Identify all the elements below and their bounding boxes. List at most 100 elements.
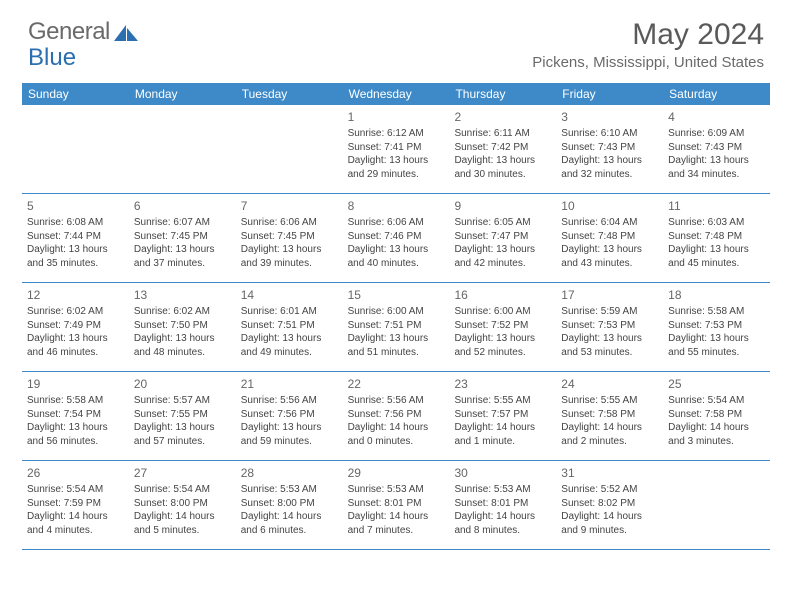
- sunset-line: Sunset: 7:53 PM: [561, 319, 658, 333]
- day-number: 3: [561, 109, 658, 125]
- daylight-line: Daylight: 13 hours and 46 minutes.: [27, 332, 124, 359]
- sunrise-line: Sunrise: 5:57 AM: [134, 394, 231, 408]
- day-number: 20: [134, 376, 231, 392]
- daylight-line: Daylight: 14 hours and 5 minutes.: [134, 510, 231, 537]
- sunset-line: Sunset: 7:43 PM: [668, 141, 765, 155]
- sunset-line: Sunset: 7:44 PM: [27, 230, 124, 244]
- sunset-line: Sunset: 7:46 PM: [348, 230, 445, 244]
- week-row: 12Sunrise: 6:02 AMSunset: 7:49 PMDayligh…: [22, 283, 770, 372]
- day-number: 9: [454, 198, 551, 214]
- sunset-line: Sunset: 7:58 PM: [668, 408, 765, 422]
- sunrise-line: Sunrise: 6:08 AM: [27, 216, 124, 230]
- header: General May 2024 Pickens, Mississippi, U…: [0, 0, 792, 75]
- daylight-line: Daylight: 14 hours and 2 minutes.: [561, 421, 658, 448]
- week-row: 26Sunrise: 5:54 AMSunset: 7:59 PMDayligh…: [22, 461, 770, 550]
- dow-header: Saturday: [663, 83, 770, 105]
- day-number: 18: [668, 287, 765, 303]
- day-cell: 31Sunrise: 5:52 AMSunset: 8:02 PMDayligh…: [556, 461, 663, 549]
- day-cell: 1Sunrise: 6:12 AMSunset: 7:41 PMDaylight…: [343, 105, 450, 193]
- day-number: 10: [561, 198, 658, 214]
- sunset-line: Sunset: 8:00 PM: [241, 497, 338, 511]
- sunset-line: Sunset: 7:50 PM: [134, 319, 231, 333]
- daylight-line: Daylight: 13 hours and 34 minutes.: [668, 154, 765, 181]
- day-number: 23: [454, 376, 551, 392]
- day-cell: 28Sunrise: 5:53 AMSunset: 8:00 PMDayligh…: [236, 461, 343, 549]
- logo: General: [28, 18, 140, 46]
- sunrise-line: Sunrise: 6:03 AM: [668, 216, 765, 230]
- daylight-line: Daylight: 13 hours and 32 minutes.: [561, 154, 658, 181]
- daylight-line: Daylight: 13 hours and 49 minutes.: [241, 332, 338, 359]
- sunrise-line: Sunrise: 6:09 AM: [668, 127, 765, 141]
- day-cell: 19Sunrise: 5:58 AMSunset: 7:54 PMDayligh…: [22, 372, 129, 460]
- sunrise-line: Sunrise: 5:53 AM: [454, 483, 551, 497]
- calendar: SundayMondayTuesdayWednesdayThursdayFrid…: [22, 83, 770, 550]
- day-number: 13: [134, 287, 231, 303]
- sunrise-line: Sunrise: 6:01 AM: [241, 305, 338, 319]
- sunrise-line: Sunrise: 6:07 AM: [134, 216, 231, 230]
- day-cell: 3 Sunrise: 6:10 AMSunset: 7:43 PMDaylight…: [556, 105, 663, 193]
- day-number: 25: [668, 376, 765, 392]
- daylight-line: Daylight: 13 hours and 29 minutes.: [348, 154, 445, 181]
- day-number: 26: [27, 465, 124, 481]
- day-number: 21: [241, 376, 338, 392]
- sunset-line: Sunset: 7:45 PM: [241, 230, 338, 244]
- daylight-line: Daylight: 13 hours and 55 minutes.: [668, 332, 765, 359]
- sunrise-line: Sunrise: 5:54 AM: [668, 394, 765, 408]
- day-cell: [22, 105, 129, 193]
- day-number: 5: [27, 198, 124, 214]
- day-number: 17: [561, 287, 658, 303]
- day-cell: 17Sunrise: 5:59 AMSunset: 7:53 PMDayligh…: [556, 283, 663, 371]
- day-cell: 4 Sunrise: 6:09 AMSunset: 7:43 PMDaylight…: [663, 105, 770, 193]
- sunset-line: Sunset: 7:48 PM: [561, 230, 658, 244]
- sunrise-line: Sunrise: 5:59 AM: [561, 305, 658, 319]
- sunrise-line: Sunrise: 6:10 AM: [561, 127, 658, 141]
- day-cell: 20Sunrise: 5:57 AMSunset: 7:55 PMDayligh…: [129, 372, 236, 460]
- day-cell: 30 Sunrise: 5:53 AMSunset: 8:01 PMDayligh…: [449, 461, 556, 549]
- sunrise-line: Sunrise: 6:02 AM: [134, 305, 231, 319]
- sunrise-line: Sunrise: 6:04 AM: [561, 216, 658, 230]
- day-cell: [129, 105, 236, 193]
- day-cell: 15Sunrise: 6:00 AMSunset: 7:51 PMDayligh…: [343, 283, 450, 371]
- daylight-line: Daylight: 14 hours and 7 minutes.: [348, 510, 445, 537]
- sunrise-line: Sunrise: 5:55 AM: [454, 394, 551, 408]
- sunset-line: Sunset: 7:56 PM: [348, 408, 445, 422]
- sunrise-line: Sunrise: 5:58 AM: [668, 305, 765, 319]
- day-number: 31: [561, 465, 658, 481]
- sunset-line: Sunset: 7:54 PM: [27, 408, 124, 422]
- daylight-line: Daylight: 13 hours and 57 minutes.: [134, 421, 231, 448]
- day-cell: 5Sunrise: 6:08 AMSunset: 7:44 PMDaylight…: [22, 194, 129, 282]
- daylight-line: Daylight: 14 hours and 8 minutes.: [454, 510, 551, 537]
- daylight-line: Daylight: 13 hours and 43 minutes.: [561, 243, 658, 270]
- sunset-line: Sunset: 8:01 PM: [454, 497, 551, 511]
- sunset-line: Sunset: 7:51 PM: [348, 319, 445, 333]
- day-cell: 25Sunrise: 5:54 AMSunset: 7:58 PMDayligh…: [663, 372, 770, 460]
- sunset-line: Sunset: 7:57 PM: [454, 408, 551, 422]
- logo-sail-icon: [112, 22, 140, 42]
- day-cell: 29Sunrise: 5:53 AMSunset: 8:01 PMDayligh…: [343, 461, 450, 549]
- sunset-line: Sunset: 7:47 PM: [454, 230, 551, 244]
- day-number: 8: [348, 198, 445, 214]
- sunset-line: Sunset: 7:48 PM: [668, 230, 765, 244]
- sunset-line: Sunset: 7:52 PM: [454, 319, 551, 333]
- day-number: 16: [454, 287, 551, 303]
- location: Pickens, Mississippi, United States: [532, 54, 764, 71]
- sunrise-line: Sunrise: 5:52 AM: [561, 483, 658, 497]
- sunset-line: Sunset: 7:56 PM: [241, 408, 338, 422]
- week-row: 19Sunrise: 5:58 AMSunset: 7:54 PMDayligh…: [22, 372, 770, 461]
- daylight-line: Daylight: 13 hours and 59 minutes.: [241, 421, 338, 448]
- day-number: 4: [668, 109, 765, 125]
- daylight-line: Daylight: 13 hours and 42 minutes.: [454, 243, 551, 270]
- sunset-line: Sunset: 7:43 PM: [561, 141, 658, 155]
- sunrise-line: Sunrise: 5:56 AM: [348, 394, 445, 408]
- sunset-line: Sunset: 7:53 PM: [668, 319, 765, 333]
- day-number: 30: [454, 465, 551, 481]
- sunset-line: Sunset: 8:00 PM: [134, 497, 231, 511]
- sunrise-line: Sunrise: 6:06 AM: [241, 216, 338, 230]
- day-cell: 9Sunrise: 6:05 AMSunset: 7:47 PMDaylight…: [449, 194, 556, 282]
- day-of-week-row: SundayMondayTuesdayWednesdayThursdayFrid…: [22, 83, 770, 105]
- title-block: May 2024 Pickens, Mississippi, United St…: [532, 18, 764, 71]
- daylight-line: Daylight: 13 hours and 48 minutes.: [134, 332, 231, 359]
- day-cell: 27Sunrise: 5:54 AMSunset: 8:00 PMDayligh…: [129, 461, 236, 549]
- week-row: 5 Sunrise: 6:08 AMSunset: 7:44 PM Daylight…: [22, 194, 770, 283]
- day-number: 27: [134, 465, 231, 481]
